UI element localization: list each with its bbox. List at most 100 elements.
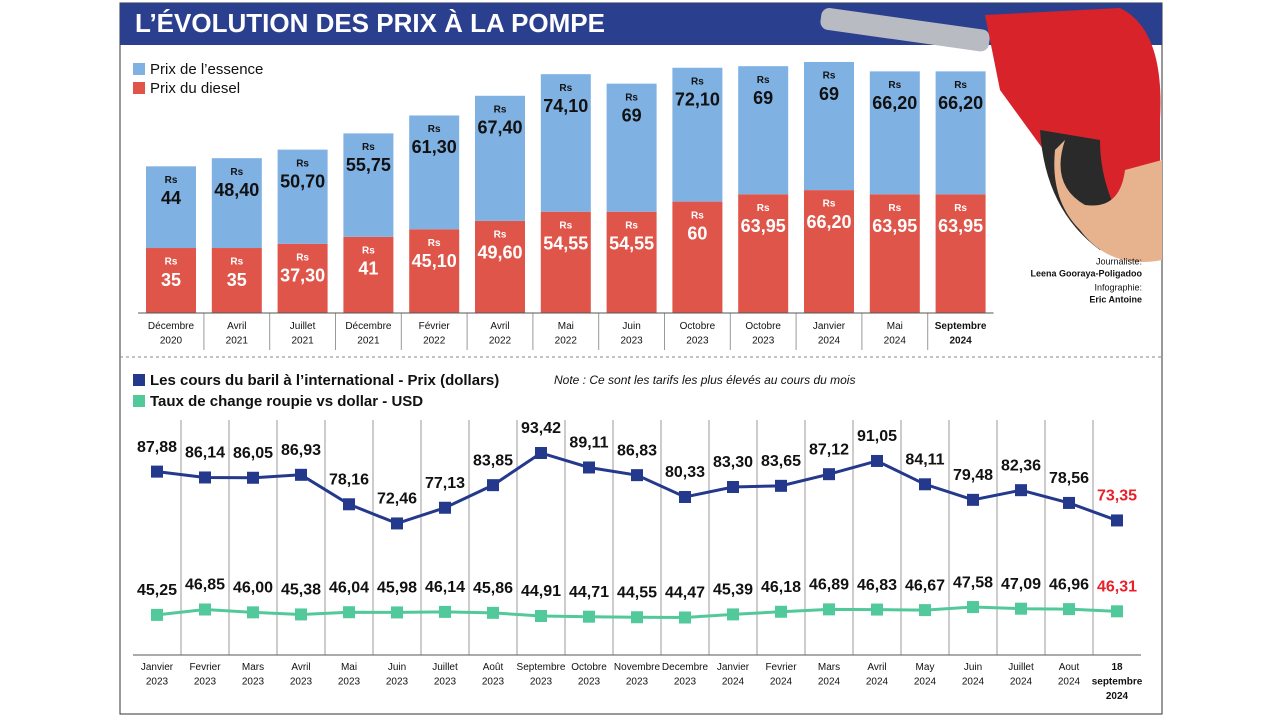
bar-segment [475, 220, 525, 313]
legend-label: Prix du diesel [150, 80, 240, 97]
bar-segment [343, 236, 394, 313]
value-label: 83,30 [713, 454, 753, 471]
value-label: 41 [358, 259, 378, 279]
value-prefix: Rs [757, 203, 770, 214]
legend-swatch [133, 82, 145, 94]
data-point [535, 610, 547, 623]
value-label: 86,93 [281, 442, 321, 459]
value-label: 63,95 [938, 216, 983, 236]
data-point [199, 603, 211, 616]
x-tick-label: Juillet 2024 [1008, 662, 1034, 688]
data-point [247, 471, 259, 484]
data-point [247, 606, 259, 619]
data-point [919, 478, 931, 491]
x-tick-label: Février 2022 [419, 321, 451, 347]
credit-line: Journaliste: [1096, 256, 1142, 266]
value-label: 45,10 [412, 251, 457, 271]
value-label: 67,40 [477, 118, 522, 138]
value-prefix: Rs [823, 199, 836, 210]
value-label: 66,20 [806, 212, 851, 232]
value-label: 83,65 [761, 453, 801, 470]
data-point [727, 608, 739, 621]
legend-swatch [133, 395, 145, 407]
value-label: 77,13 [425, 475, 465, 492]
value-label: 79,48 [953, 467, 993, 484]
value-label: 44,71 [569, 584, 609, 601]
x-tick-label: Janvier 2024 [717, 662, 750, 688]
value-label: 46,18 [761, 579, 801, 596]
legend-swatch [133, 374, 145, 386]
data-point [967, 601, 979, 614]
value-prefix: Rs [494, 230, 507, 241]
x-tick-label: Juin 2024 [962, 662, 985, 688]
value-prefix: Rs [954, 80, 967, 91]
bar-segment [606, 83, 657, 212]
value-prefix: Rs [428, 238, 441, 249]
bar-segment [211, 248, 262, 313]
x-tick-label: Mars 2023 [242, 662, 265, 688]
x-tick-label: Novembre 2023 [614, 662, 661, 688]
value-label: 47,09 [1001, 576, 1041, 593]
legend-label: Taux de change roupie vs dollar - USD [150, 393, 423, 410]
bar-segment [804, 62, 854, 191]
value-prefix: Rs [165, 175, 178, 186]
value-label: 72,46 [377, 491, 417, 508]
bar-segment [409, 229, 460, 313]
data-point [583, 610, 595, 623]
value-label: 45,38 [281, 582, 321, 599]
data-point [727, 481, 739, 494]
value-label: 73,35 [1097, 488, 1137, 505]
value-label: 78,16 [329, 472, 369, 489]
value-label: 69 [622, 105, 642, 125]
bar-segment [869, 194, 920, 313]
x-tick-label: Octobre 2023 [571, 662, 607, 688]
bar-segment [672, 67, 723, 202]
bar-segment [211, 158, 262, 249]
value-label: 78,56 [1049, 470, 1089, 487]
value-label: 47,58 [953, 574, 993, 591]
value-label: 66,20 [938, 93, 983, 113]
data-point [679, 490, 691, 503]
credit-line: Leena Gooraya-Poligadoo [1030, 268, 1142, 278]
value-prefix: Rs [362, 142, 375, 153]
x-tick-label: Avril 2024 [866, 662, 889, 688]
value-label: 63,95 [741, 216, 786, 236]
bar-segment [277, 243, 328, 313]
value-label: 91,05 [857, 428, 897, 445]
value-label: 44,91 [521, 583, 561, 600]
data-point [679, 611, 691, 624]
value-label: 72,10 [675, 90, 720, 110]
data-point [487, 479, 499, 492]
value-label: 60 [687, 223, 707, 243]
bar-segment [672, 201, 723, 313]
value-prefix: Rs [165, 257, 178, 268]
value-label: 44,55 [617, 584, 657, 601]
data-point [487, 606, 499, 619]
value-label: 46,00 [233, 580, 273, 597]
x-tick-label: Janvier 2024 [813, 321, 846, 347]
x-tick-label: Juin 2023 [620, 321, 643, 347]
value-label: 46,89 [809, 577, 849, 594]
x-tick-label: Août 2023 [482, 662, 505, 688]
value-label: 35 [227, 270, 247, 290]
value-label: 54,55 [609, 233, 654, 253]
value-label: 74,10 [543, 96, 588, 116]
data-point [1015, 484, 1027, 497]
data-point [1111, 514, 1123, 527]
data-point [343, 498, 355, 511]
value-prefix: Rs [888, 80, 901, 91]
data-point [919, 604, 931, 617]
bar-segment [935, 71, 986, 195]
data-point [391, 606, 403, 619]
value-prefix: Rs [230, 167, 243, 178]
bar-segment [475, 95, 525, 221]
x-tick-label: Fevrier 2023 [189, 662, 221, 688]
data-point [439, 605, 451, 618]
data-point [391, 517, 403, 530]
value-label: 44 [161, 188, 181, 208]
x-tick-label: Avril 2022 [489, 321, 512, 347]
bar-segment [869, 71, 920, 195]
x-tick-label: Aout 2024 [1058, 662, 1081, 688]
data-point [1111, 605, 1123, 618]
